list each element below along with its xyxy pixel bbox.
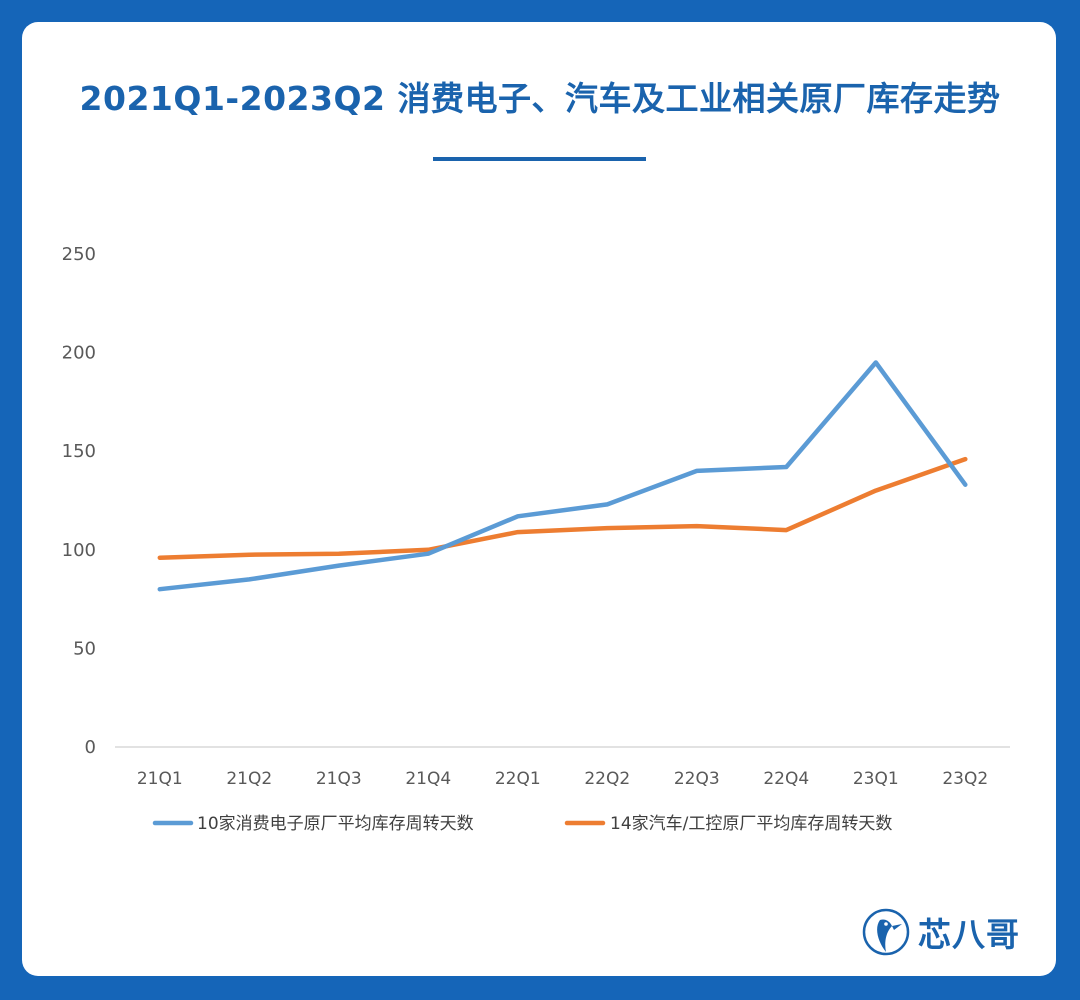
chart-card — [22, 22, 1056, 976]
legend-label-2: 14家汽车/工控原厂平均库存周转天数 — [610, 814, 892, 834]
y-tick-label: 150 — [62, 441, 96, 462]
y-tick-label: 200 — [62, 343, 96, 364]
y-tick-label: 100 — [62, 540, 96, 561]
x-tick-label: 22Q1 — [495, 769, 541, 789]
x-tick-label: 22Q4 — [763, 769, 809, 789]
title-underline — [433, 157, 646, 161]
y-tick-label: 0 — [85, 737, 96, 758]
x-tick-label: 21Q4 — [405, 769, 451, 789]
x-tick-label: 23Q1 — [853, 769, 899, 789]
series-line-2 — [157, 456, 968, 560]
x-tick-label: 21Q3 — [316, 769, 362, 789]
y-tick-label: 50 — [73, 638, 96, 659]
legend-label-1: 10家消费电子原厂平均库存周转天数 — [197, 814, 474, 834]
x-tick-label: 22Q3 — [674, 769, 720, 789]
brand-name: 芯八哥 — [918, 915, 1020, 954]
series-line-1 — [157, 360, 968, 592]
brand-logo: 芯八哥 — [860, 902, 1020, 962]
x-tick-label: 23Q2 — [942, 769, 988, 789]
bird-logo-icon — [862, 908, 910, 956]
y-tick-label: 250 — [62, 244, 96, 265]
chart-title: 2021Q1-2023Q2 消费电子、汽车及工业相关原厂库存走势 — [79, 79, 1001, 118]
x-tick-label: 21Q2 — [226, 769, 272, 789]
x-tick-label: 22Q2 — [584, 769, 630, 789]
x-tick-label: 21Q1 — [137, 769, 183, 789]
